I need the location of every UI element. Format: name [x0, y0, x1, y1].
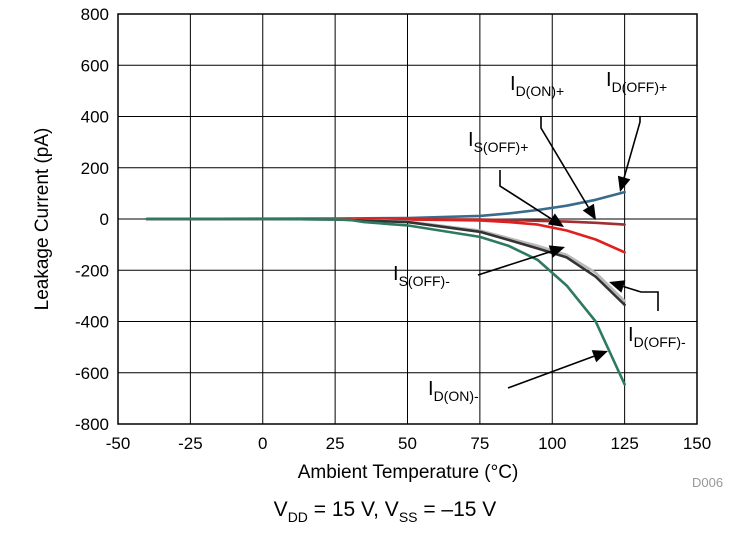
series-line-IS(OFF)- [145, 217, 626, 303]
series-line-ID(OFF)- [145, 217, 626, 307]
series-line-ID(ON)- [145, 217, 626, 386]
x-tick-label: -25 [178, 434, 203, 453]
caption-v1-rest: = 15 V, [308, 498, 385, 521]
plot-border [117, 13, 698, 425]
annotation-leader-line [499, 170, 552, 220]
annotation-arrowhead [617, 175, 631, 192]
annotation-label-sub: D(OFF)+ [612, 79, 668, 95]
caption-v1-main: V [274, 498, 288, 521]
annotation-label-main: I [606, 69, 612, 91]
annotation-IS(OFF)+: IS(OFF)+ [468, 129, 564, 227]
annotation-label: IS(OFF)+ [468, 129, 528, 155]
figure-id: D006 [692, 475, 723, 490]
annotation-arrowhead [609, 280, 626, 293]
y-tick-label: -800 [75, 415, 109, 434]
annotation-label-sub: D(ON)+ [516, 83, 565, 99]
x-axis-ticks: -50 -25 0 25 50 75 100 125 150 [106, 434, 711, 453]
annotation-leader-line [623, 285, 659, 311]
y-tick-label: 400 [81, 108, 109, 127]
annotation-label: IS(OFF)- [393, 263, 450, 289]
y-tick-label: -200 [75, 261, 109, 280]
caption-v2-main: V [385, 498, 399, 521]
caption-v2-rest: = –15 V [418, 498, 497, 521]
y-tick-label: 0 [100, 210, 109, 229]
x-tick-label: -50 [106, 434, 131, 453]
annotation-leader-line [623, 116, 641, 178]
annotation-label-sub: D(ON)- [434, 388, 479, 404]
annotation-label: ID(OFF)+ [606, 69, 667, 95]
x-tick-label: 100 [538, 434, 566, 453]
x-tick-label: 50 [398, 434, 417, 453]
y-tick-label: 600 [81, 56, 109, 75]
x-axis-title: Ambient Temperature (°C) [298, 462, 519, 483]
caption-v1-sub: DD [288, 509, 308, 525]
y-tick-label: -400 [75, 313, 109, 332]
chart-caption: VDD = 15 V, VSS = –15 V [274, 498, 497, 525]
annotation-arrowhead [548, 245, 565, 258]
annotations: ID(OFF)+ID(ON)+IS(OFF)+IS(OFF)-ID(OFF)-I… [393, 69, 686, 404]
series-layer [145, 190, 626, 386]
y-axis-title: Leakage Current (pA) [32, 128, 53, 311]
y-tick-label: 200 [81, 159, 109, 178]
annotation-leader-line [540, 116, 589, 208]
annotation-label-main: I [468, 129, 474, 151]
y-axis-ticks: -800 -600 -400 -200 0 200 400 600 800 [75, 5, 109, 434]
x-tick-label: 75 [470, 434, 489, 453]
annotation-leader-line [507, 355, 595, 389]
annotation-label: ID(ON)+ [510, 73, 564, 99]
y-tick-label: 800 [81, 5, 109, 24]
x-tick-label: 0 [258, 434, 267, 453]
annotation-label-main: I [510, 73, 516, 95]
x-tick-label: 150 [683, 434, 711, 453]
annotation-label-sub: S(OFF)- [399, 273, 451, 289]
annotation-label-sub: D(OFF)- [634, 334, 686, 350]
annotation-label: ID(ON)- [428, 378, 479, 404]
annotation-leader-line [477, 250, 551, 276]
annotation-label-sub: S(OFF)+ [474, 139, 529, 155]
y-tick-label: -600 [75, 364, 109, 383]
annotation-arrowhead [591, 350, 608, 363]
annotation-label-main: I [628, 324, 634, 346]
annotation-arrowhead [582, 203, 596, 220]
annotation-IS(OFF)-: IS(OFF)- [393, 245, 565, 289]
annotation-label-main: I [393, 263, 399, 285]
annotation-ID(OFF)-: ID(OFF)- [609, 280, 686, 350]
annotation-ID(ON)+: ID(ON)+ [510, 73, 596, 220]
annotation-label: ID(OFF)- [628, 324, 686, 350]
x-tick-label: 25 [326, 434, 345, 453]
caption-v2-sub: SS [399, 509, 418, 525]
annotation-label-main: I [428, 378, 434, 400]
annotation-ID(ON)-: ID(ON)- [428, 350, 608, 404]
annotation-ID(OFF)+: ID(OFF)+ [606, 69, 667, 192]
series-line-ID(OFF)+ [145, 190, 626, 221]
x-tick-label: 125 [610, 434, 638, 453]
annotation-arrowhead [547, 213, 564, 227]
